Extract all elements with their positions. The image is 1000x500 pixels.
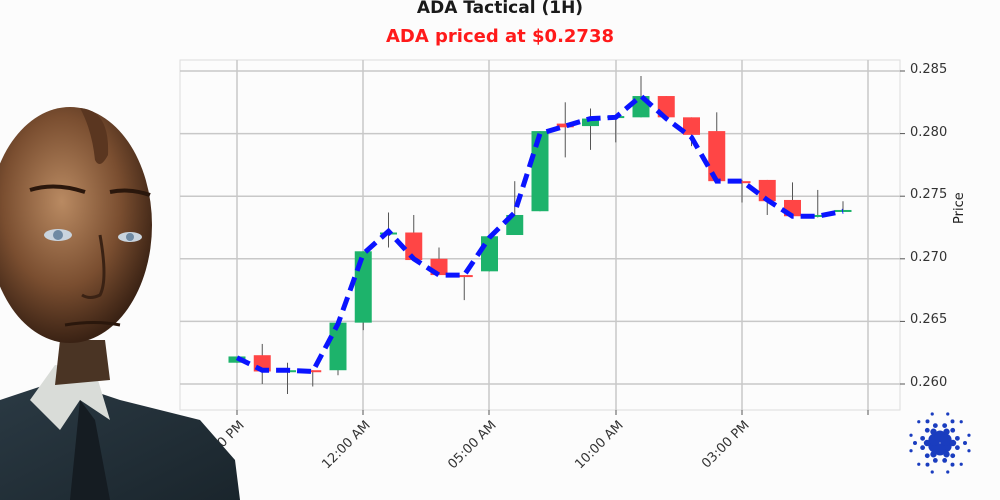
- candle-down: [455, 275, 473, 278]
- y-tick-label: 0.280: [910, 124, 948, 140]
- candle-down: [304, 370, 322, 373]
- candle-up: [582, 118, 599, 127]
- y-tick-label: 0.275: [910, 187, 948, 203]
- plot-frame: [179, 59, 901, 411]
- candle-down: [733, 181, 751, 184]
- candle-up: [481, 236, 498, 272]
- y-axis-label: Price: [952, 192, 967, 224]
- candle-up: [809, 214, 827, 217]
- y-tick-label: 0.270: [910, 249, 948, 265]
- grid-lines: [180, 60, 905, 415]
- candle-up: [531, 131, 549, 212]
- candle-down: [556, 123, 574, 128]
- candle-down: [405, 232, 423, 261]
- candle-up: [834, 209, 852, 212]
- y-tick-label: 0.285: [910, 62, 948, 77]
- candle-up: [354, 251, 372, 323]
- candle-down: [708, 131, 726, 182]
- y-tick-label: 0.260: [910, 375, 948, 390]
- candle-up: [329, 322, 347, 371]
- y-tick-label: 0.265: [910, 312, 948, 328]
- chart-title: ADA Tactical (1H): [416, 0, 584, 18]
- candles: [228, 76, 852, 395]
- ai-businessman-illustration: [0, 107, 240, 500]
- moving-average-line: [235, 92, 844, 375]
- price-subtitle: ADA priced at $0.2738: [385, 26, 615, 47]
- candle-down: [683, 117, 700, 135]
- cardano-logo-icon: [909, 412, 971, 474]
- candle-down: [758, 179, 776, 202]
